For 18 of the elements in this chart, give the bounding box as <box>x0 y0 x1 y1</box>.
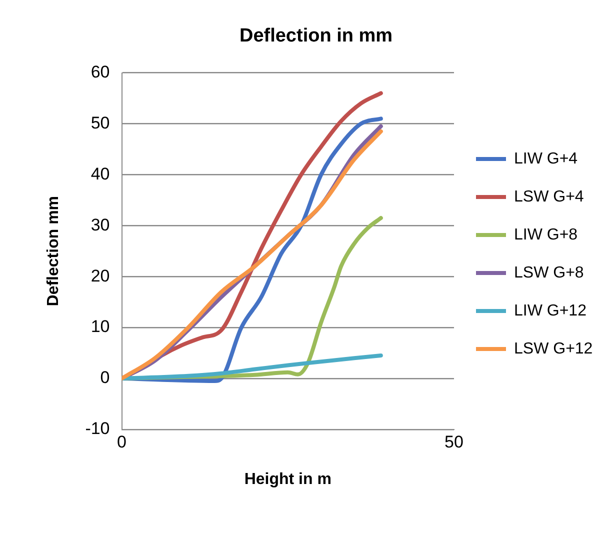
legend-label: LIW G+4 <box>514 150 578 168</box>
legend-label: LSW G+12 <box>514 340 593 358</box>
legend-label: LSW G+4 <box>514 188 584 206</box>
y-tick-label: 0 <box>100 368 110 388</box>
y-tick-label: -10 <box>85 419 110 438</box>
legend-label: LSW G+8 <box>514 264 584 282</box>
y-tick-label: 40 <box>90 164 110 184</box>
x-axis-title: Height in m <box>244 470 332 488</box>
legend-label: LIW G+8 <box>514 226 578 244</box>
chart-title: Deflection in mm <box>239 26 393 47</box>
y-tick-label: 20 <box>90 266 110 286</box>
line-series <box>122 354 383 380</box>
y-tick-label: 10 <box>90 317 110 336</box>
legend-label: LIW G+12 <box>514 302 587 320</box>
y-axis-title: Deflection mm <box>45 196 62 306</box>
y-tick-label: 30 <box>90 215 110 234</box>
y-tick-label: 60 <box>90 62 110 82</box>
y-tick-label: 50 <box>90 113 110 132</box>
